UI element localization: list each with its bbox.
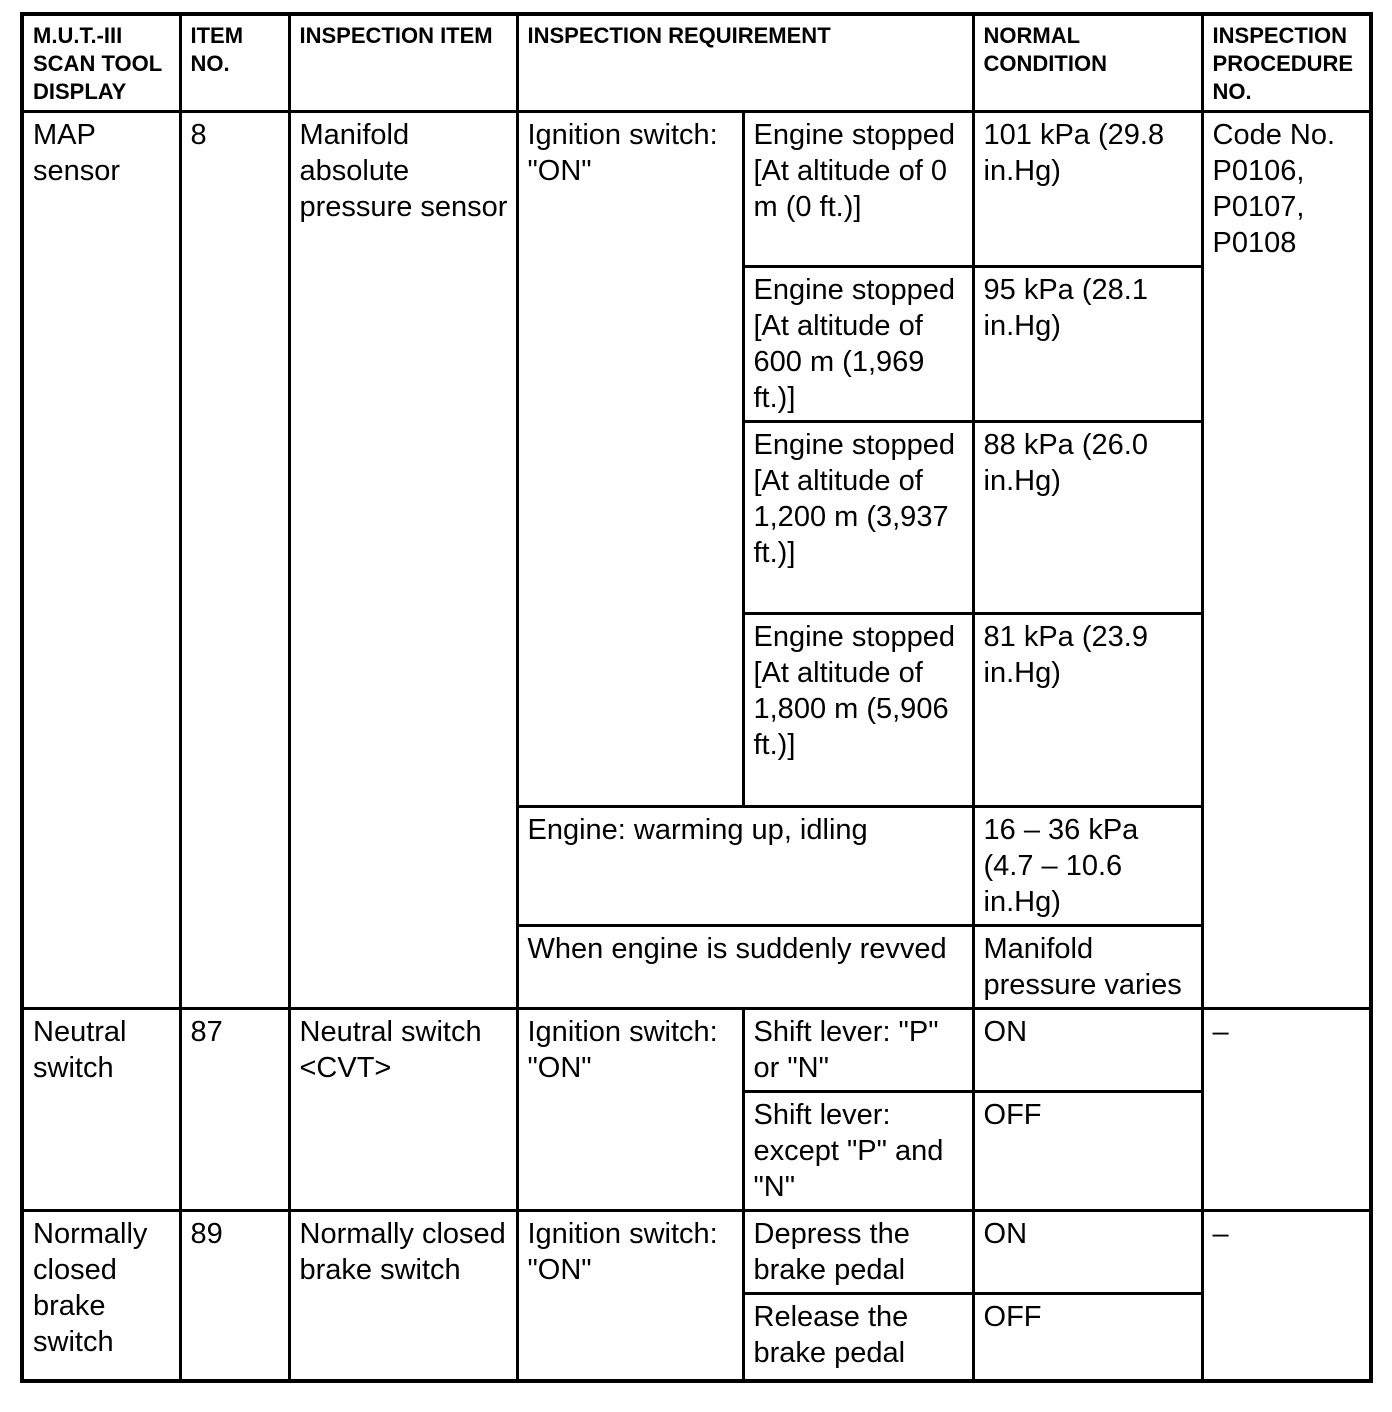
cell-item-no: 8 bbox=[178, 110, 291, 1010]
cell-normal-condition: 81 kPa (23.9 in.Hg) bbox=[971, 612, 1204, 808]
cell-inspection-item: Manifold absolute pressure sensor bbox=[287, 110, 519, 1010]
cell-requirement-condition: Release the brake pedal bbox=[741, 1292, 975, 1382]
cell-requirement-primary: Ignition switch: "ON" bbox=[515, 110, 745, 808]
table-row: Normally closed brake switch 89 Normally… bbox=[20, 1209, 1373, 1382]
cell-requirement-condition: Shift lever: "P" or "N" bbox=[741, 1007, 975, 1093]
cell-requirement-primary: Ignition switch: "ON" bbox=[515, 1007, 745, 1212]
header-item-no: ITEM NO. bbox=[178, 12, 291, 113]
cell-item-no: 87 bbox=[178, 1007, 291, 1212]
header-row: M.U.T.-III SCAN TOOL DISPLAY ITEM NO. IN… bbox=[20, 12, 1373, 113]
cell-normal-condition: Manifold pressure varies bbox=[971, 924, 1204, 1010]
header-scan-tool-display: M.U.T.-III SCAN TOOL DISPLAY bbox=[20, 12, 182, 113]
cell-normal-condition: 88 kPa (26.0 in.Hg) bbox=[971, 420, 1204, 615]
cell-item-no: 89 bbox=[178, 1209, 291, 1382]
cell-normal-condition: OFF bbox=[971, 1090, 1204, 1212]
table-row: Engine stopped [At altitude of 1,200 m (… bbox=[22, 420, 1371, 615]
cell-requirement-condition: Engine stopped [At altitude of 600 m (1,… bbox=[741, 265, 975, 423]
cell-scan-tool-display: MAP sensor bbox=[20, 110, 182, 1010]
cell-normal-condition: 95 kPa (28.1 in.Hg) bbox=[971, 265, 1204, 423]
cell-inspection-procedure-no: Code No. P0106, P0107, P0108 bbox=[1200, 110, 1373, 1010]
cell-normal-condition: 101 kPa (29.8 in.Hg) bbox=[971, 110, 1204, 268]
cell-inspection-procedure-no: – bbox=[1200, 1209, 1373, 1382]
cell-requirement-primary: Ignition switch: "ON" bbox=[515, 1209, 745, 1382]
cell-requirement-condition: Engine stopped [At altitude of 1,200 m (… bbox=[741, 420, 975, 615]
cell-inspection-item: Normally closed brake switch bbox=[287, 1209, 519, 1382]
cell-requirement-condition: Engine stopped [At altitude of 0 m (0 ft… bbox=[741, 110, 975, 268]
cell-normal-condition: 16 – 36 kPa (4.7 – 10.6 in.Hg) bbox=[971, 805, 1204, 927]
cell-requirement-wide: When engine is suddenly revved bbox=[515, 924, 975, 1010]
cell-requirement-condition: Shift lever: except "P" and "N" bbox=[741, 1090, 975, 1212]
cell-normal-condition: OFF bbox=[971, 1292, 1204, 1382]
inspection-data-table: M.U.T.-III SCAN TOOL DISPLAY ITEM NO. IN… bbox=[20, 12, 1374, 1383]
table-row: Shift lever: except "P" and "N" OFF bbox=[22, 1090, 1371, 1212]
header-inspection-procedure-no: INSPECTION PROCEDURE NO. bbox=[1200, 12, 1373, 113]
table-row: Engine stopped [At altitude of 600 m (1,… bbox=[22, 265, 1371, 423]
cell-requirement-wide: Engine: warming up, idling bbox=[515, 805, 975, 927]
cell-requirement-condition: Depress the brake pedal bbox=[741, 1209, 975, 1295]
table-row: Neutral switch 87 Neutral switch <CVT> I… bbox=[20, 1007, 1373, 1212]
cell-requirement-condition: Engine stopped [At altitude of 1,800 m (… bbox=[741, 612, 975, 808]
cell-scan-tool-display: Neutral switch bbox=[20, 1007, 182, 1212]
table-row: MAP sensor 8 Manifold absolute pressure … bbox=[20, 110, 1373, 1010]
table-row: Engine: warming up, idling 16 – 36 kPa (… bbox=[22, 805, 1371, 927]
table-row: When engine is suddenly revved Manifold … bbox=[22, 924, 1371, 1010]
header-inspection-requirement: INSPECTION REQUIREMENT bbox=[515, 12, 975, 113]
cell-normal-condition: ON bbox=[971, 1007, 1204, 1093]
cell-scan-tool-display: Normally closed brake switch bbox=[20, 1209, 182, 1382]
header-normal-condition: NORMAL CONDITION bbox=[971, 12, 1204, 113]
cell-normal-condition: ON bbox=[971, 1209, 1204, 1295]
cell-inspection-procedure-no: – bbox=[1200, 1007, 1373, 1212]
cell-inspection-item: Neutral switch <CVT> bbox=[287, 1007, 519, 1212]
header-inspection-item: INSPECTION ITEM bbox=[287, 12, 519, 113]
table-row: Release the brake pedal OFF bbox=[22, 1292, 1371, 1382]
table-row: Engine stopped [At altitude of 1,800 m (… bbox=[22, 612, 1371, 808]
